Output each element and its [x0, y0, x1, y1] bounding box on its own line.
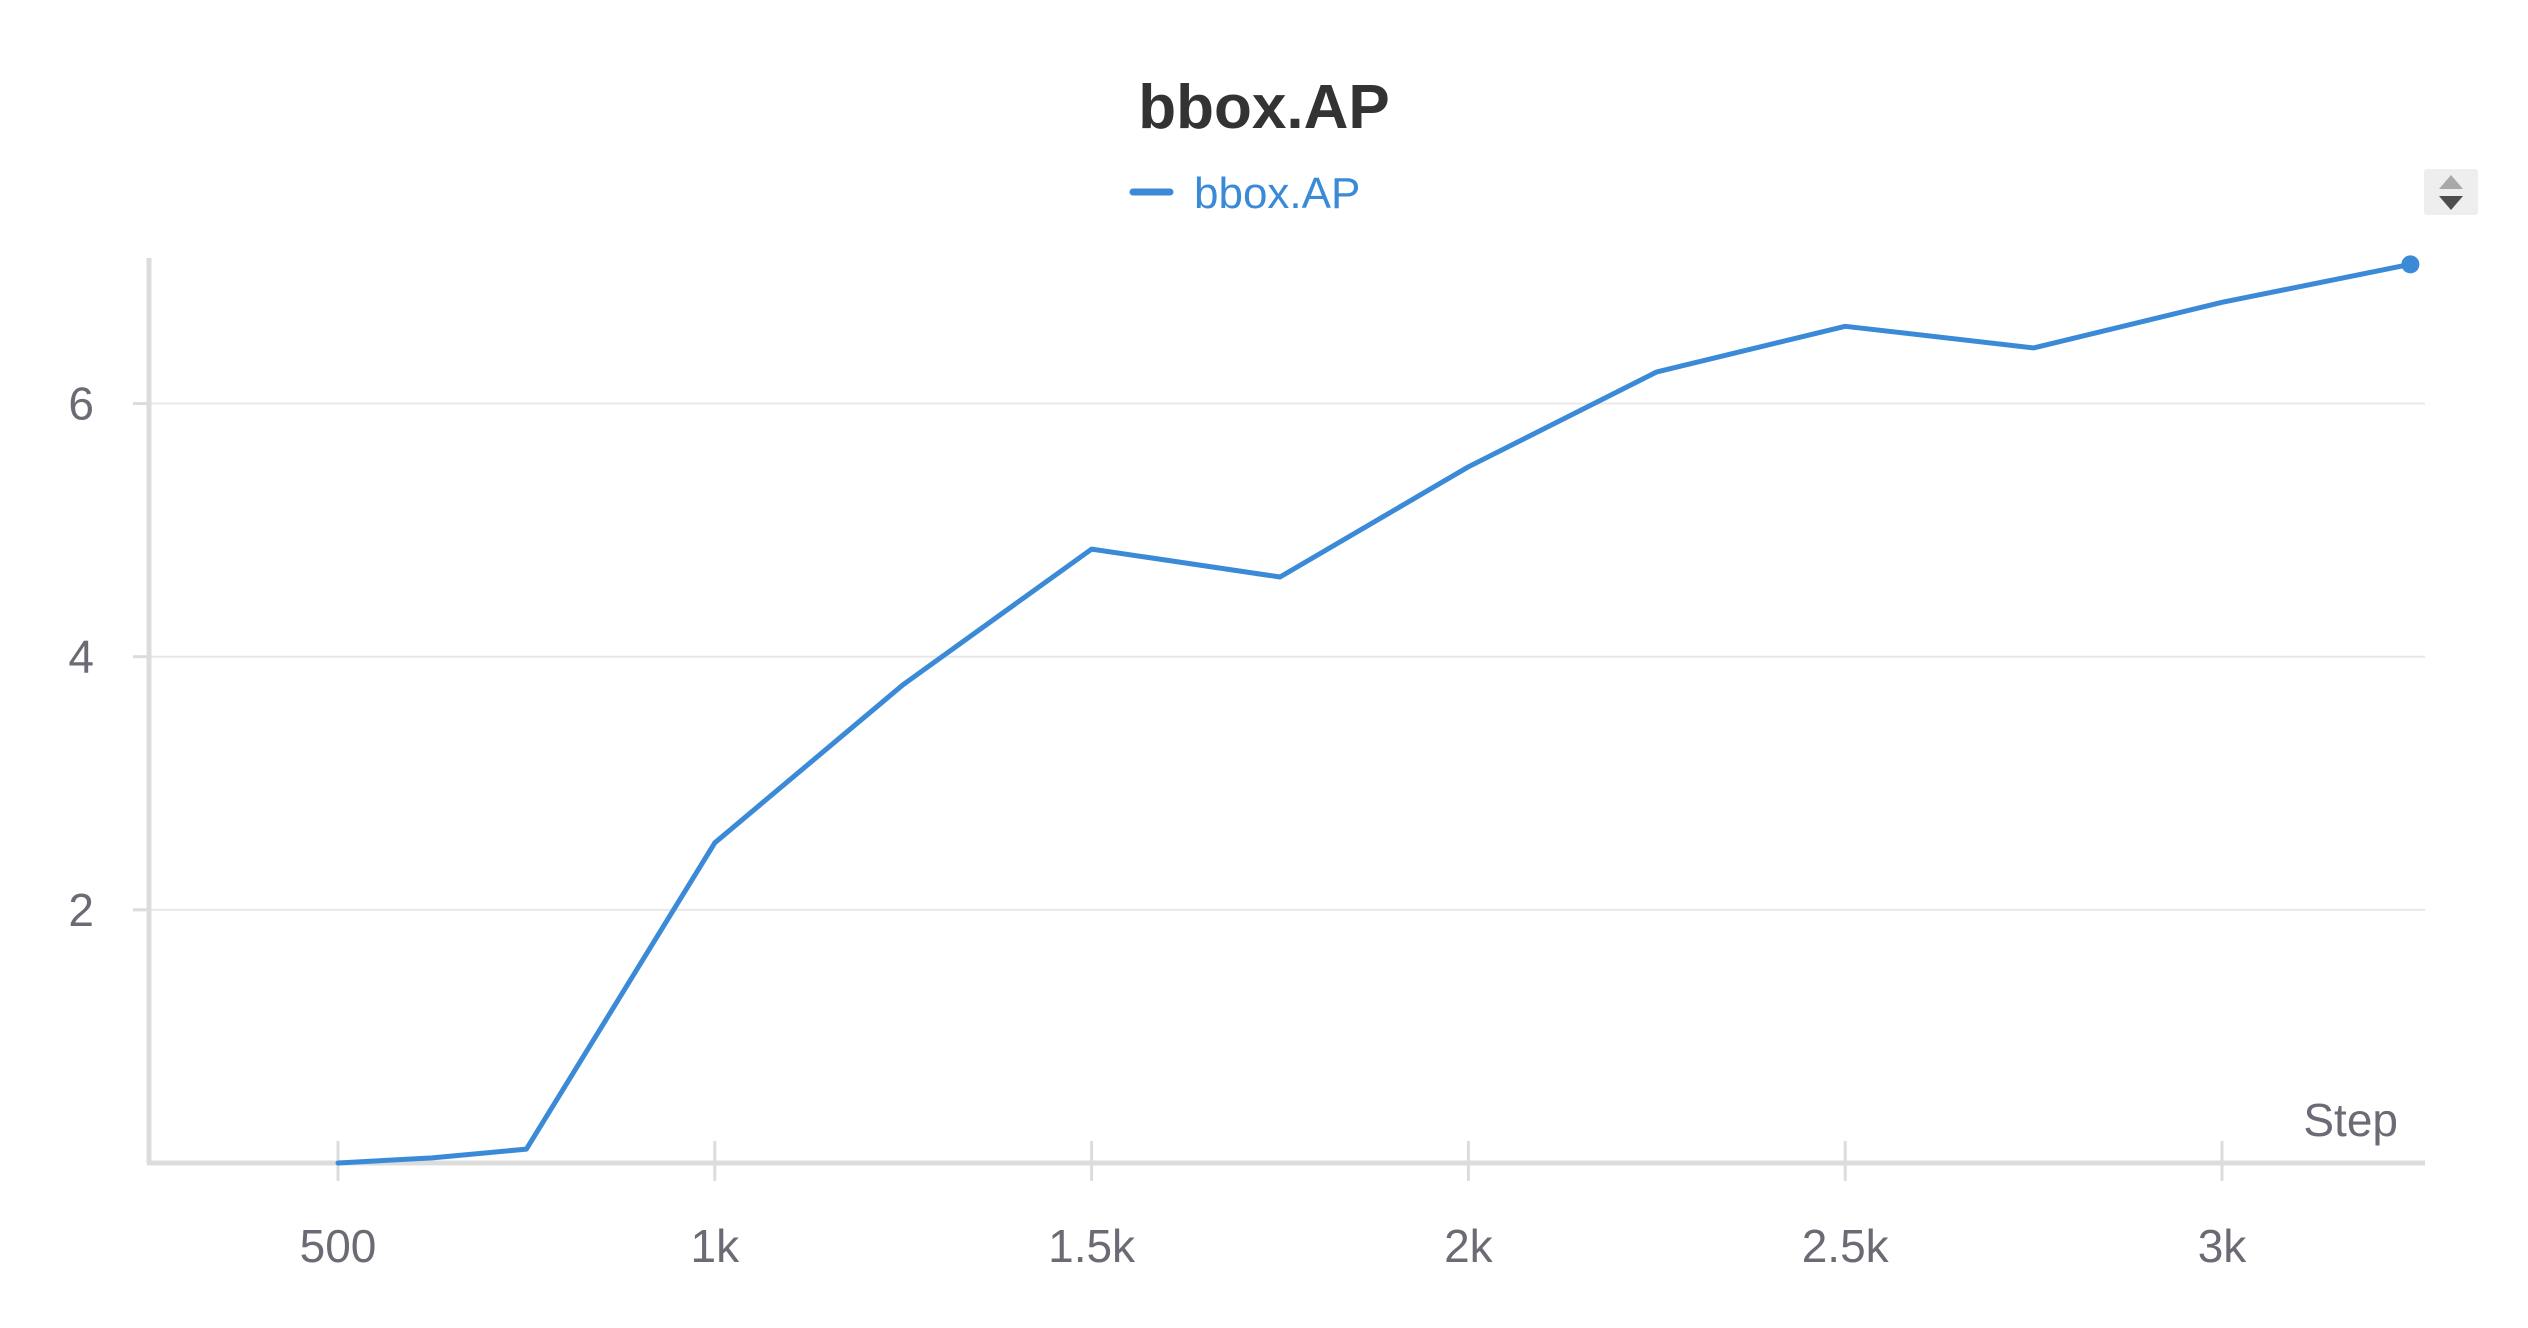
- legend: bbox.AP: [1129, 169, 1360, 218]
- legend-scroll-button[interactable]: [2424, 169, 2478, 215]
- chart-title: bbox.AP: [1138, 73, 1389, 142]
- triangle-down-icon[interactable]: [2439, 196, 2463, 210]
- x-tick-label: 2.5k: [1802, 1220, 1890, 1272]
- x-axis-title: Step: [2303, 1094, 2398, 1146]
- y-axis-ticks: 2 4 6: [68, 378, 149, 936]
- triangle-up-icon[interactable]: [2439, 175, 2463, 189]
- y-tick-label: 4: [68, 631, 94, 683]
- x-tick-label: 2k: [1444, 1220, 1494, 1272]
- x-tick-label: 1.5k: [1048, 1220, 1136, 1272]
- legend-label: bbox.AP: [1194, 169, 1360, 218]
- series-end-point: [2401, 255, 2420, 274]
- x-tick-label: 500: [300, 1220, 377, 1272]
- y-tick-label: 6: [68, 378, 94, 430]
- x-tick-label: 3k: [2198, 1220, 2248, 1272]
- gridlines: [149, 402, 2425, 911]
- legend-scroll-background: [2424, 169, 2478, 215]
- series-layer: [335, 255, 2420, 1166]
- x-tick-label: 1k: [691, 1220, 741, 1272]
- y-tick-label: 2: [68, 884, 94, 936]
- axes: [146, 258, 2425, 1166]
- series-line: [335, 261, 2413, 1166]
- x-axis-ticks: 500 1k 1.5k 2k 2.5k 3k: [300, 1141, 2248, 1272]
